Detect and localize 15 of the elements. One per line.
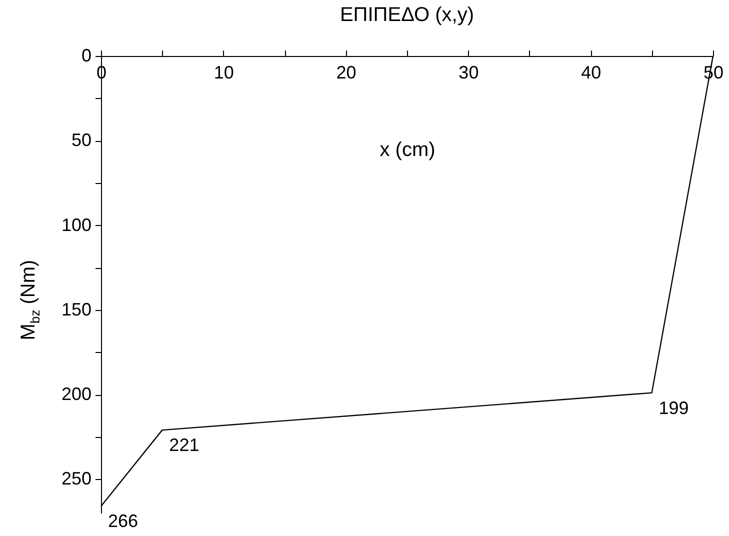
y-tick-label: 100: [61, 214, 92, 235]
chart-title: ΕΠΙΠΕΔΟ (x,y): [340, 4, 474, 26]
y-tick-label: 50: [71, 130, 92, 150]
x-axis-title: x (cm): [380, 139, 436, 161]
y-tick-label: 0: [81, 46, 92, 66]
annotation: 199: [658, 398, 689, 418]
x-tick-label: 30: [458, 62, 479, 82]
y-tick-label: 150: [61, 299, 92, 320]
y-tick-label: 250: [61, 468, 92, 489]
x-tick-label: 20: [336, 62, 356, 82]
x-tick-label: 10: [214, 62, 234, 82]
y-tick-label: 200: [61, 384, 92, 404]
annotation: 266: [108, 511, 138, 532]
annotation: 221: [169, 435, 200, 456]
x-tick-label: 40: [581, 62, 602, 82]
